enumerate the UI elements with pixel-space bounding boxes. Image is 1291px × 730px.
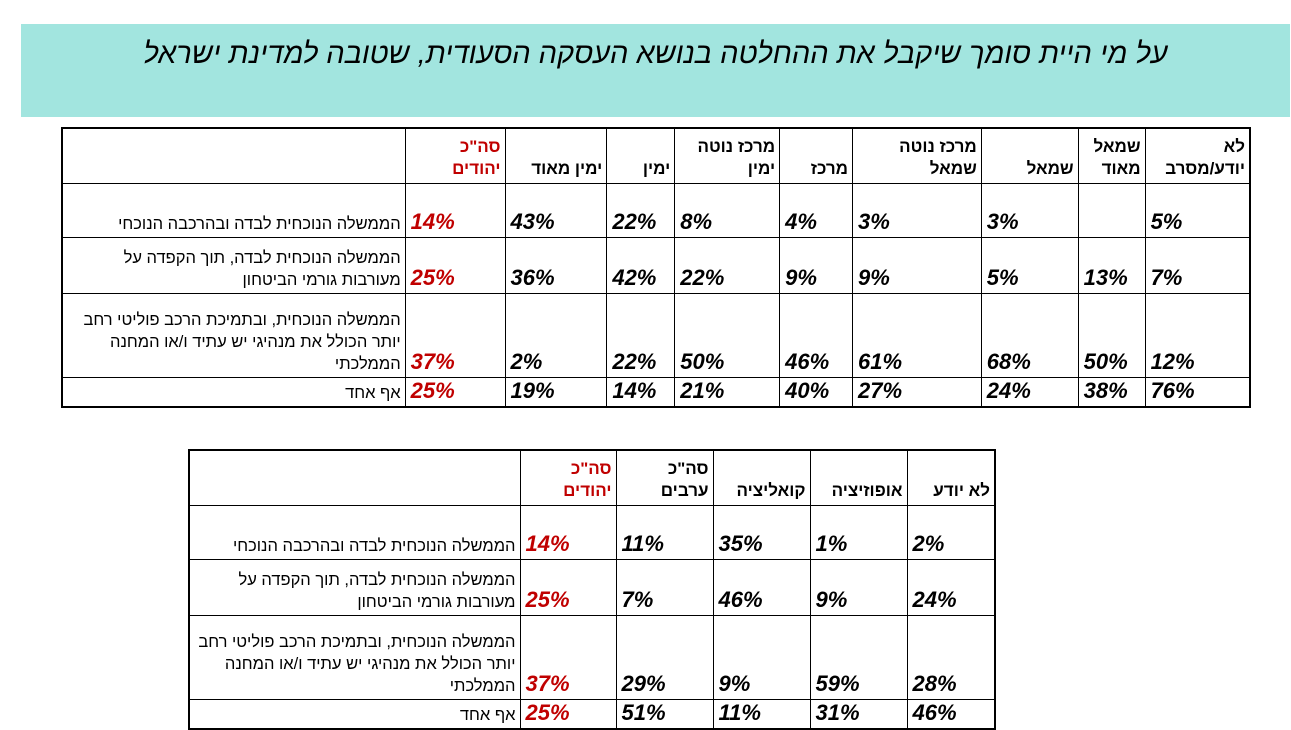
column-header: קואליציה [712,449,811,506]
value-cell: 3% [980,182,1079,238]
header-blank-cell [61,127,406,184]
column-header: סה"כ יהודים [519,449,617,506]
table-row: 46% 31% 11% 51% 25% אף אחד [188,698,996,729]
column-header: שמאל מאוד [1077,127,1146,184]
value-cell: 42% [606,236,676,294]
value-cell: 5% [1144,182,1251,238]
value-cell: 50% [1077,292,1146,378]
title-banner: על מי היית סומך שיקבל את ההחלטה בנושא הע… [21,24,1290,117]
table-row: 5% 3% 3% 4% 8% 22% 43% 14% הממשלה הנוכחית לבדה ו… [61,182,1251,238]
column-header: אופוזיציה [809,449,908,506]
value-cell: 50% [674,292,781,378]
value-cell: 11% [615,504,714,560]
value-cell: 14% [404,182,506,238]
value-cell: 11% [712,698,811,729]
value-cell: 25% [519,698,617,729]
row-label: אף אחד [188,698,521,729]
page-title: על מי היית סומך שיקבל את ההחלטה בנושא הע… [143,38,1168,70]
row-label: הממשלה הנוכחית לבדה ובהרכבה הנוכחי [61,182,406,238]
value-cell: 51% [615,698,714,729]
value-cell: 46% [906,698,996,729]
value-cell: 9% [712,614,811,700]
value-cell: 2% [504,292,608,378]
value-cell: 22% [606,182,676,238]
table-row: 28% 59% 9% 29% 37% הממשלה הנוכחית, ובתמיכת הר… [188,614,996,700]
table-row: 24% 9% 46% 7% 25% הממשלה הנוכחית לבדה, תוך הק… [188,558,996,616]
value-cell: 25% [519,558,617,616]
table-coalition-sector: לא יודע אופוזיציה קואליציה סה"כ ערבים סה"כ י… [188,449,996,730]
value-cell: 59% [809,614,908,700]
value-cell: 38% [1077,376,1146,408]
value-cell: 13% [1077,236,1146,294]
table-row: 76% 38% 24% 27% 40% 21% 14% 19% 25% אף אחד [61,376,1251,408]
value-cell: 14% [606,376,676,408]
table-row: 2% 1% 35% 11% 14% הממשלה הנוכחית לבדה ובהרכבה… [188,504,996,560]
value-cell: 46% [779,292,854,378]
row-label: הממשלה הנוכחית לבדה ובהרכבה הנוכחי [188,504,521,560]
column-header: שמאל [980,127,1079,184]
column-header: ימין [606,127,676,184]
value-cell: 28% [906,614,996,700]
value-cell: 14% [519,504,617,560]
value-cell: 21% [674,376,781,408]
value-cell: 9% [779,236,854,294]
value-cell: 22% [674,236,781,294]
row-label: אף אחד [61,376,406,408]
row-label: הממשלה הנוכחית לבדה, תוך הקפדה על מעורבו… [61,236,406,294]
row-label: הממשלה הנוכחית, ובתמיכת הרכב פוליטי רחב … [188,614,521,700]
value-cell: 4% [779,182,854,238]
value-cell [1077,182,1146,238]
value-cell: 2% [906,504,996,560]
value-cell: 76% [1144,376,1251,408]
value-cell: 25% [404,376,506,408]
value-cell: 61% [852,292,982,378]
value-cell: 35% [712,504,811,560]
value-cell: 37% [519,614,617,700]
value-cell: 24% [906,558,996,616]
column-header: לא יודע [906,449,996,506]
column-header: סה"כ יהודים [404,127,506,184]
value-cell: 24% [980,376,1079,408]
header-blank-cell [188,449,521,506]
value-cell: 9% [809,558,908,616]
value-cell: 8% [674,182,781,238]
column-header: מרכז נוטה ימין [674,127,781,184]
column-header: לא יודע/מסרב [1144,127,1251,184]
value-cell: 7% [1144,236,1251,294]
value-cell: 68% [980,292,1079,378]
value-cell: 1% [809,504,908,560]
value-cell: 7% [615,558,714,616]
value-cell: 22% [606,292,676,378]
value-cell: 29% [615,614,714,700]
value-cell: 40% [779,376,854,408]
column-header: מרכז [779,127,854,184]
table-row: 7% 13% 5% 9% 9% 22% 42% 36% 25% הממשלה הנוכחית לב… [61,236,1251,294]
table-political-spectrum: לא יודע/מסרב שמאל מאוד שמאל מרכז נוטה שמאל מ… [61,127,1251,408]
value-cell: 37% [404,292,506,378]
column-header: סה"כ ערבים [615,449,714,506]
value-cell: 5% [980,236,1079,294]
value-cell: 31% [809,698,908,729]
value-cell: 46% [712,558,811,616]
value-cell: 25% [404,236,506,294]
value-cell: 19% [504,376,608,408]
table-row: 12% 50% 68% 61% 46% 50% 22% 2% 37% הממשלה הנוכחית… [61,292,1251,378]
row-label: הממשלה הנוכחית לבדה, תוך הקפדה על מעורבו… [188,558,521,616]
value-cell: 27% [852,376,982,408]
value-cell: 3% [852,182,982,238]
value-cell: 9% [852,236,982,294]
value-cell: 36% [504,236,608,294]
column-header: ימין מאוד [504,127,608,184]
value-cell: 12% [1144,292,1251,378]
row-label: הממשלה הנוכחית, ובתמיכת הרכב פוליטי רחב … [61,292,406,378]
column-header: מרכז נוטה שמאל [852,127,982,184]
value-cell: 43% [504,182,608,238]
